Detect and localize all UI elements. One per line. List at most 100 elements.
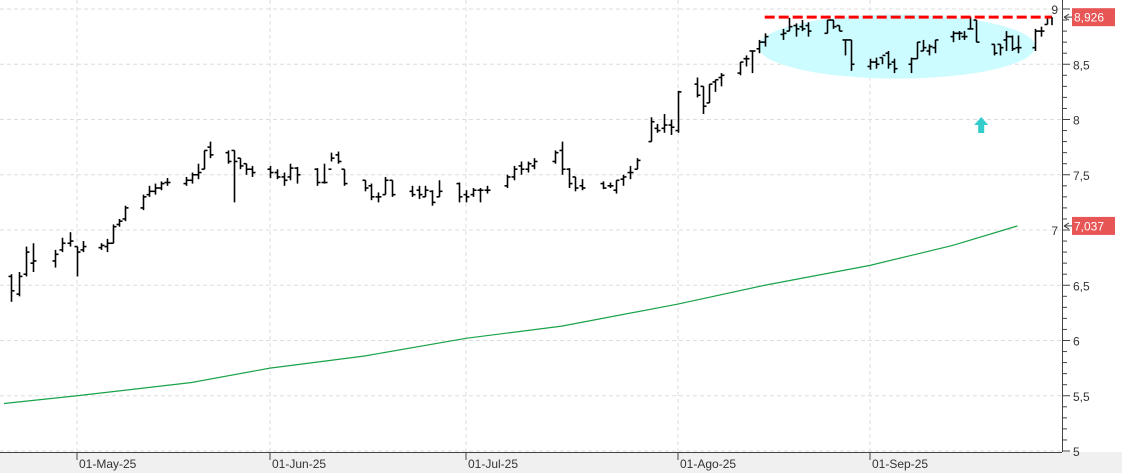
ohlc-bar <box>762 33 769 47</box>
ohlc-bar <box>314 168 321 186</box>
ohlc-bar <box>436 180 443 198</box>
moving-average-line <box>3 225 1018 405</box>
ohlc-bar <box>991 43 998 56</box>
ohlc-bar <box>668 119 675 135</box>
ohlc-bar <box>997 43 1004 56</box>
ohlc-bar <box>559 141 566 175</box>
ohlc-bar <box>607 182 614 189</box>
ohlc-bar <box>389 179 396 197</box>
ohlc-bar <box>518 161 525 175</box>
ohlc-bar <box>294 167 301 184</box>
ohlc-bar <box>654 123 661 133</box>
ohlc-bar <box>470 188 477 197</box>
ohlc-bar <box>830 19 837 29</box>
ohlc-bar <box>52 249 59 268</box>
ohlc-bar <box>836 24 843 32</box>
ohlc-bar <box>805 22 812 37</box>
ohlc-bar <box>328 152 335 171</box>
ohlc-bar <box>1003 31 1010 51</box>
y-tick-label: 9 <box>1051 3 1058 17</box>
y-tick-label: 5,5 <box>1073 390 1090 404</box>
ohlc-bar <box>189 172 196 184</box>
ohlc-bar <box>648 117 655 143</box>
x-tick-label: 01-May-25 <box>79 457 137 471</box>
ohlc-bar <box>463 190 470 203</box>
ohlc-bars <box>8 16 1051 302</box>
price-tag-label: 7,037 <box>1074 219 1104 233</box>
ohlc-bar <box>116 218 123 227</box>
ohlc-bar <box>824 19 831 35</box>
ohlc-bar <box>98 243 105 250</box>
ohlc-bar <box>1032 28 1039 51</box>
x-axis: 01-May-25 01-Jun-25 01-Jul-25 01-Ago-25 01-S… <box>0 452 1122 473</box>
ohlc-bar <box>1015 35 1022 54</box>
ohlc-bar <box>416 185 423 200</box>
ohlc-bar <box>67 232 74 247</box>
ohlc-bar <box>456 182 463 203</box>
ohlc-bar <box>30 243 37 272</box>
ohlc-bar <box>531 158 538 170</box>
ohlc-bar <box>891 58 898 74</box>
ohlc-bar <box>908 57 915 74</box>
ohlc-bar <box>675 90 682 133</box>
y-tick-label: 6 <box>1073 335 1080 349</box>
ohlc-bar <box>321 163 328 184</box>
ohlc-bar <box>967 16 974 30</box>
y-tick-label: 8,5 <box>1073 58 1090 72</box>
ohlc-bar <box>375 192 382 203</box>
ohlc-bar <box>613 179 620 194</box>
ohlc-bar <box>737 61 744 76</box>
ohlc-bar <box>281 172 288 186</box>
ohlc-bar <box>1009 35 1016 51</box>
resistance-line <box>764 15 1053 26</box>
ohlc-bar <box>23 246 30 277</box>
ohlc-bar <box>484 185 491 194</box>
ohlc-bar <box>243 162 250 175</box>
ohlc-bar <box>207 141 214 159</box>
ohlc-bar <box>104 238 111 253</box>
ohlc-bar <box>914 41 921 60</box>
ohlc-bar <box>477 188 484 203</box>
price-pointer-icon <box>1063 222 1072 230</box>
price-tag-label: 8,926 <box>1074 11 1104 25</box>
ohlc-bar <box>237 157 244 170</box>
ohlc-bar <box>195 163 202 180</box>
ohlc-bar <box>152 183 159 195</box>
price-tag-box <box>1072 216 1115 235</box>
y-tick-label: 7,5 <box>1073 169 1090 183</box>
ohlc-bar <box>842 39 849 56</box>
arrow-up-shape <box>974 117 989 134</box>
ohlc-bar <box>712 78 719 92</box>
ohlc-bar <box>879 54 886 65</box>
ohlc-bar <box>793 23 800 37</box>
ohlc-bar <box>566 168 573 189</box>
ohlc-bar <box>341 168 348 186</box>
ohlc-bar <box>146 185 153 197</box>
price-tag-box <box>1072 8 1115 27</box>
arrow-up-icon <box>974 117 989 134</box>
ohlc-bar <box>1038 26 1045 37</box>
ohlc-bar <box>552 150 559 164</box>
price-pointer-icon <box>1063 13 1072 21</box>
ohlc-bar <box>718 73 725 87</box>
ohlc-bar <box>382 176 389 196</box>
ohlc-bar <box>885 50 892 69</box>
moving-average-path <box>3 225 1018 405</box>
y-tick-label: 7 <box>1051 224 1058 238</box>
ohlc-bar <box>756 39 763 54</box>
y-axis[interactable]: 5 5,5 6 6,5 7 7,5 8 8,5 9 8,926 7,037 <box>1051 0 1115 459</box>
ohlc-bar <box>932 39 939 54</box>
y-tick-label: 6,5 <box>1073 279 1090 293</box>
ohlc-bar <box>511 165 518 181</box>
ohlc-bar <box>158 181 165 191</box>
ohlc-bar <box>799 20 806 32</box>
ohlc-bar <box>335 151 342 164</box>
ohlc-bar <box>743 55 750 67</box>
ohlc-bar <box>80 241 87 253</box>
x-tick-label: 01-Sep-25 <box>872 457 928 471</box>
ohlc-bar <box>122 205 129 222</box>
ohlc-bar <box>700 85 707 114</box>
ohlc-bar <box>848 39 855 71</box>
x-tick-label: 01-Jun-25 <box>272 457 326 471</box>
